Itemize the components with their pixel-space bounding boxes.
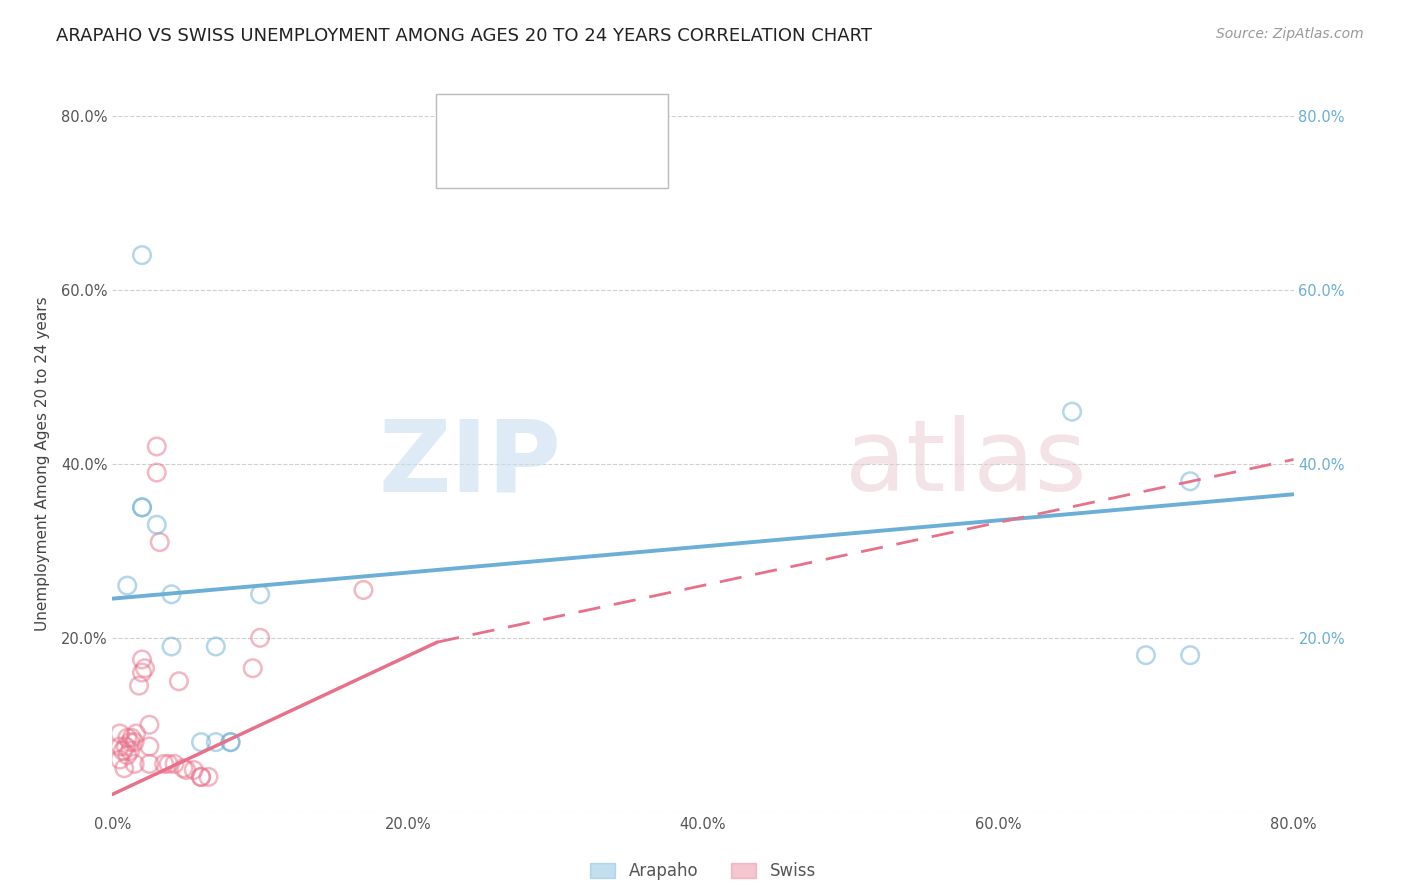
Point bbox=[352, 582, 374, 597]
Point bbox=[174, 763, 197, 777]
Point bbox=[249, 631, 271, 645]
Y-axis label: Unemployment Among Ages 20 to 24 years: Unemployment Among Ages 20 to 24 years bbox=[35, 296, 49, 632]
Point bbox=[111, 744, 134, 758]
Text: atlas: atlas bbox=[845, 416, 1087, 512]
Point bbox=[121, 731, 143, 745]
Point bbox=[125, 726, 148, 740]
Point bbox=[160, 587, 183, 601]
Point bbox=[197, 770, 219, 784]
Point bbox=[112, 761, 135, 775]
Point bbox=[120, 744, 142, 758]
Point bbox=[205, 735, 228, 749]
Point bbox=[124, 735, 146, 749]
Point bbox=[108, 726, 131, 740]
Point bbox=[108, 739, 131, 754]
Text: 17: 17 bbox=[621, 103, 644, 120]
Point bbox=[157, 756, 180, 771]
Point bbox=[131, 665, 153, 680]
Point bbox=[108, 753, 131, 767]
Point bbox=[138, 756, 160, 771]
Point bbox=[117, 748, 138, 763]
Point bbox=[167, 674, 190, 689]
Text: ZIP: ZIP bbox=[378, 416, 561, 512]
Point bbox=[146, 517, 169, 532]
Text: R =: R = bbox=[489, 140, 529, 158]
Point bbox=[1178, 648, 1201, 662]
Point bbox=[138, 717, 160, 731]
Point bbox=[242, 661, 264, 675]
Point bbox=[190, 770, 212, 784]
Legend: Arapaho, Swiss: Arapaho, Swiss bbox=[583, 855, 823, 887]
Text: N =: N = bbox=[574, 103, 626, 120]
Text: 37: 37 bbox=[621, 140, 644, 158]
Point bbox=[163, 756, 186, 771]
Point bbox=[160, 640, 183, 654]
Point bbox=[219, 735, 242, 749]
Text: 0.235: 0.235 bbox=[520, 103, 572, 120]
Point bbox=[117, 578, 138, 592]
Text: ARAPAHO VS SWISS UNEMPLOYMENT AMONG AGES 20 TO 24 YEARS CORRELATION CHART: ARAPAHO VS SWISS UNEMPLOYMENT AMONG AGES… bbox=[56, 27, 872, 45]
Point bbox=[131, 652, 153, 666]
Point bbox=[249, 587, 271, 601]
Text: Source: ZipAtlas.com: Source: ZipAtlas.com bbox=[1216, 27, 1364, 41]
Point bbox=[131, 500, 153, 515]
Point bbox=[138, 739, 160, 754]
Point bbox=[124, 756, 146, 771]
Point bbox=[134, 661, 156, 675]
Point bbox=[205, 640, 228, 654]
Point bbox=[1178, 474, 1201, 488]
Point bbox=[153, 756, 176, 771]
Point bbox=[172, 761, 194, 775]
Point bbox=[114, 739, 136, 754]
Point bbox=[146, 440, 169, 454]
Point bbox=[128, 679, 150, 693]
Text: 0.291: 0.291 bbox=[520, 140, 572, 158]
Point bbox=[117, 731, 138, 745]
Point bbox=[183, 763, 205, 777]
Point bbox=[190, 770, 212, 784]
Point bbox=[1062, 405, 1084, 419]
Point bbox=[219, 735, 242, 749]
Point bbox=[131, 500, 153, 515]
Point bbox=[149, 535, 172, 549]
Point bbox=[146, 466, 169, 480]
Point bbox=[131, 248, 153, 262]
Point bbox=[120, 735, 142, 749]
Text: N =: N = bbox=[574, 140, 626, 158]
Point bbox=[190, 735, 212, 749]
Text: R =: R = bbox=[489, 103, 529, 120]
Point bbox=[1135, 648, 1157, 662]
